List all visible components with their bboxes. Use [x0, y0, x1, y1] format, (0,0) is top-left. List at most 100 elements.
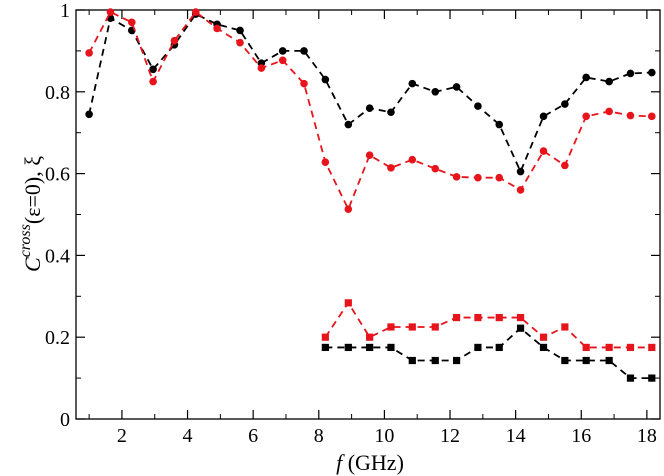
data-point-square: [648, 374, 656, 382]
x-tick-label: 2: [117, 425, 127, 447]
data-point-circle: [452, 83, 461, 91]
data-point-square: [474, 313, 482, 322]
data-point-square: [321, 333, 329, 341]
y-tick-label: 0.8: [45, 82, 70, 104]
data-point-circle: [626, 111, 635, 120]
data-point-square: [539, 343, 548, 352]
data-point-square: [605, 356, 613, 365]
data-point-circle: [85, 49, 93, 57]
data-point-circle: [647, 112, 656, 121]
y-axis-label: Ccross(ε=0), ξ: [17, 156, 45, 272]
data-point-square: [408, 356, 416, 365]
data-point-square: [344, 343, 352, 352]
data-point-square: [452, 356, 461, 365]
y-tick-label: 0.2: [45, 327, 70, 349]
data-point-square: [431, 356, 439, 365]
data-point-square: [582, 356, 590, 365]
data-point-square: [431, 323, 439, 331]
series-3: [321, 299, 656, 352]
data-point-square: [474, 343, 482, 352]
x-axis-label: f (GHz): [336, 450, 404, 475]
data-point-square: [452, 313, 461, 322]
data-point-square: [408, 323, 416, 331]
data-point-square: [516, 313, 525, 322]
data-point-square: [582, 343, 590, 352]
y-axis-label-rest: (ε=0), ξ: [20, 156, 45, 224]
series-2: [85, 8, 656, 213]
data-point-circle: [539, 147, 548, 155]
data-point-circle: [85, 110, 93, 119]
data-point-square: [387, 323, 395, 331]
data-point-square: [366, 333, 374, 341]
x-tick-label: 18: [637, 425, 657, 447]
series-line: [324, 301, 652, 349]
x-tick-label: 8: [314, 425, 324, 447]
data-point-circle: [474, 173, 482, 182]
data-point-circle: [149, 65, 157, 74]
data-point-circle: [191, 8, 200, 16]
x-tick-label: 10: [374, 425, 394, 447]
x-axis-label-variable: f: [336, 450, 345, 475]
x-axis-label-unit: (GHz): [342, 450, 404, 475]
data-point-circle: [516, 167, 525, 176]
data-point-square: [387, 343, 395, 352]
series-layer: [85, 8, 656, 382]
data-point-circle: [365, 151, 374, 159]
data-point-circle: [387, 108, 395, 117]
data-point-circle: [170, 36, 179, 45]
data-point-circle: [431, 88, 440, 96]
data-point-circle: [582, 73, 590, 82]
data-point-circle: [365, 104, 374, 112]
data-point-square: [366, 343, 374, 352]
data-point-circle: [408, 79, 417, 88]
data-point-circle: [387, 164, 395, 172]
data-point-circle: [127, 18, 136, 27]
data-point-circle: [213, 24, 221, 33]
plot-frame: [75, 9, 661, 420]
series-4: [321, 324, 656, 382]
x-tick-label: 4: [183, 425, 193, 447]
data-point-circle: [408, 155, 417, 164]
data-point-circle: [236, 38, 244, 47]
data-point-circle: [539, 112, 548, 121]
data-point-circle: [149, 77, 157, 86]
x-tick-label: 12: [440, 425, 460, 447]
data-point-circle: [300, 47, 308, 55]
data-point-circle: [300, 79, 308, 88]
series-line: [88, 10, 652, 212]
series-line: [325, 327, 652, 380]
data-point-circle: [605, 77, 613, 86]
series-1: [85, 10, 656, 176]
data-point-circle: [495, 173, 504, 182]
data-point-square: [321, 343, 329, 352]
data-point-square: [561, 356, 569, 365]
y-tick-label: 1: [60, 0, 70, 22]
data-point-circle: [647, 68, 656, 77]
y-axis-label-superscript: cross: [17, 224, 34, 257]
data-point-circle: [431, 164, 440, 173]
data-point-square: [561, 323, 569, 331]
data-point-square: [626, 374, 635, 382]
data-point-square: [516, 324, 525, 332]
data-point-circle: [278, 47, 287, 55]
data-point-square: [648, 343, 656, 352]
data-point-circle: [561, 161, 569, 170]
data-point-circle: [257, 64, 266, 72]
data-point-circle: [344, 120, 353, 129]
y-axis-label-base: C: [20, 257, 45, 272]
data-point-circle: [561, 100, 569, 108]
x-tick-label: 16: [571, 425, 591, 447]
y-tick-label: 0.4: [45, 245, 70, 267]
data-point-circle: [495, 120, 504, 129]
x-tick-label: 6: [248, 425, 258, 447]
axis-ticks: [76, 9, 660, 420]
data-point-circle: [106, 8, 115, 16]
data-point-circle: [321, 158, 330, 166]
data-point-square: [605, 343, 613, 352]
data-point-circle: [321, 75, 330, 84]
data-point-circle: [344, 205, 353, 213]
data-point-circle: [474, 102, 482, 110]
data-point-square: [495, 313, 503, 322]
data-point-circle: [516, 186, 525, 194]
